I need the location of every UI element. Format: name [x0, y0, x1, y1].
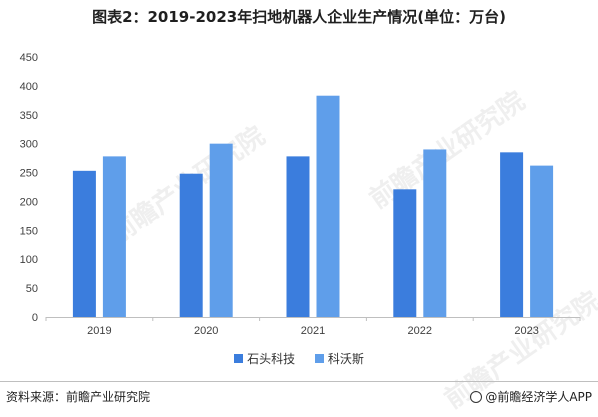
bar	[209, 143, 233, 317]
legend-swatch	[314, 354, 324, 363]
brand-label: @前瞻经济学人APP	[485, 390, 592, 404]
y-tick-label: 450	[20, 52, 38, 64]
y-tick-label: 100	[20, 254, 38, 266]
bar	[500, 152, 524, 317]
brand-credit: @前瞻经济学人APP	[470, 388, 592, 405]
legend-label: 科沃斯	[327, 352, 364, 366]
y-tick-label: 50	[26, 283, 38, 295]
bar	[179, 173, 203, 317]
x-tick-label: 2023	[514, 325, 538, 337]
legend-item: 科沃斯	[314, 350, 364, 367]
source-note: 资料来源：前瞻产业研究院	[6, 390, 151, 404]
y-tick-label: 150	[20, 225, 38, 237]
bar	[393, 189, 417, 317]
x-tick-label: 2022	[408, 325, 432, 337]
y-tick-label: 250	[20, 168, 38, 180]
bar	[72, 170, 96, 317]
x-tick-label: 2019	[87, 325, 111, 337]
bar	[423, 149, 447, 317]
brand-logo-icon	[470, 390, 483, 403]
y-tick-label: 350	[20, 110, 38, 122]
bar	[102, 156, 126, 317]
legend-label: 石头科技	[247, 352, 296, 366]
bar	[530, 165, 554, 317]
x-tick-label: 2021	[301, 325, 325, 337]
y-tick-label: 200	[20, 196, 38, 208]
x-tick-label: 2020	[194, 325, 218, 337]
y-tick-label: 400	[20, 81, 38, 93]
legend-swatch	[234, 354, 244, 363]
footer-divider	[0, 381, 598, 382]
bar	[316, 95, 340, 317]
legend-item: 石头科技	[234, 350, 295, 367]
chart-title: 图表2：2019-2023年扫地机器人企业生产情况(单位：万台)	[92, 8, 506, 26]
bar	[286, 156, 310, 317]
y-tick-label: 0	[32, 312, 38, 324]
legend: 石头科技 科沃斯	[0, 350, 598, 367]
bar-chart: 0 50 100 150 200 250 300 350 400 450 2019 2020 2021 2…	[20, 52, 581, 337]
y-tick-label: 300	[20, 139, 38, 151]
